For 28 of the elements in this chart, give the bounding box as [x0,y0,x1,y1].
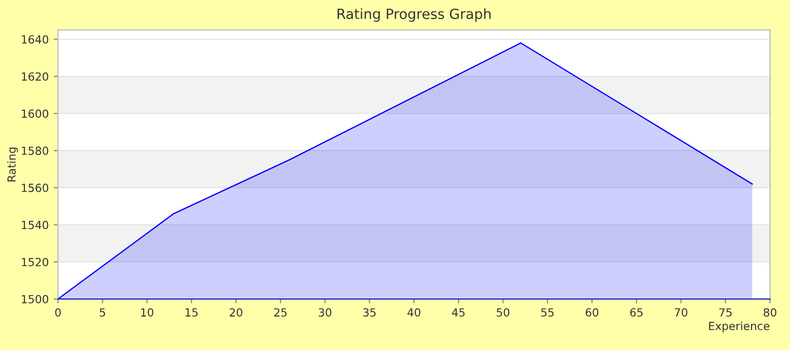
x-tick-label: 45 [452,308,465,317]
y-tick-label: 1500 [22,294,48,304]
x-tick-label: 80 [764,308,776,317]
chart-title: Rating Progress Graph [338,8,491,22]
y-tick-label: 1640 [22,35,48,44]
x-tick-label: 60 [586,308,598,317]
x-tick-label: 25 [274,308,287,317]
x-tick-label: 55 [541,308,554,317]
x-tick-label: 0 [55,308,61,317]
y-tick-label: 1620 [22,72,48,81]
x-tick-label: 75 [719,308,732,317]
y-tick-label: 1600 [22,109,48,118]
y-tick-label: 1560 [22,184,48,192]
x-tick-label: 35 [363,308,376,317]
x-tick-label: 20 [230,308,242,317]
x-tick-label: 50 [496,308,510,317]
y-axis-title: Rating [7,148,18,182]
x-tick-label: 30 [318,308,332,317]
x-tick-label: 70 [674,308,688,317]
y-tick-label: 1520 [22,258,48,266]
x-tick-label: 10 [141,308,154,317]
x-axis-title: Experience [709,322,770,332]
x-tick-label: 40 [407,308,420,317]
x-tick-label: 65 [630,308,643,317]
y-tick-label: 1580 [22,146,48,155]
x-tick-label: 15 [186,308,198,317]
y-tick-label: 1540 [22,220,48,230]
x-tick-label: 5 [100,308,106,317]
